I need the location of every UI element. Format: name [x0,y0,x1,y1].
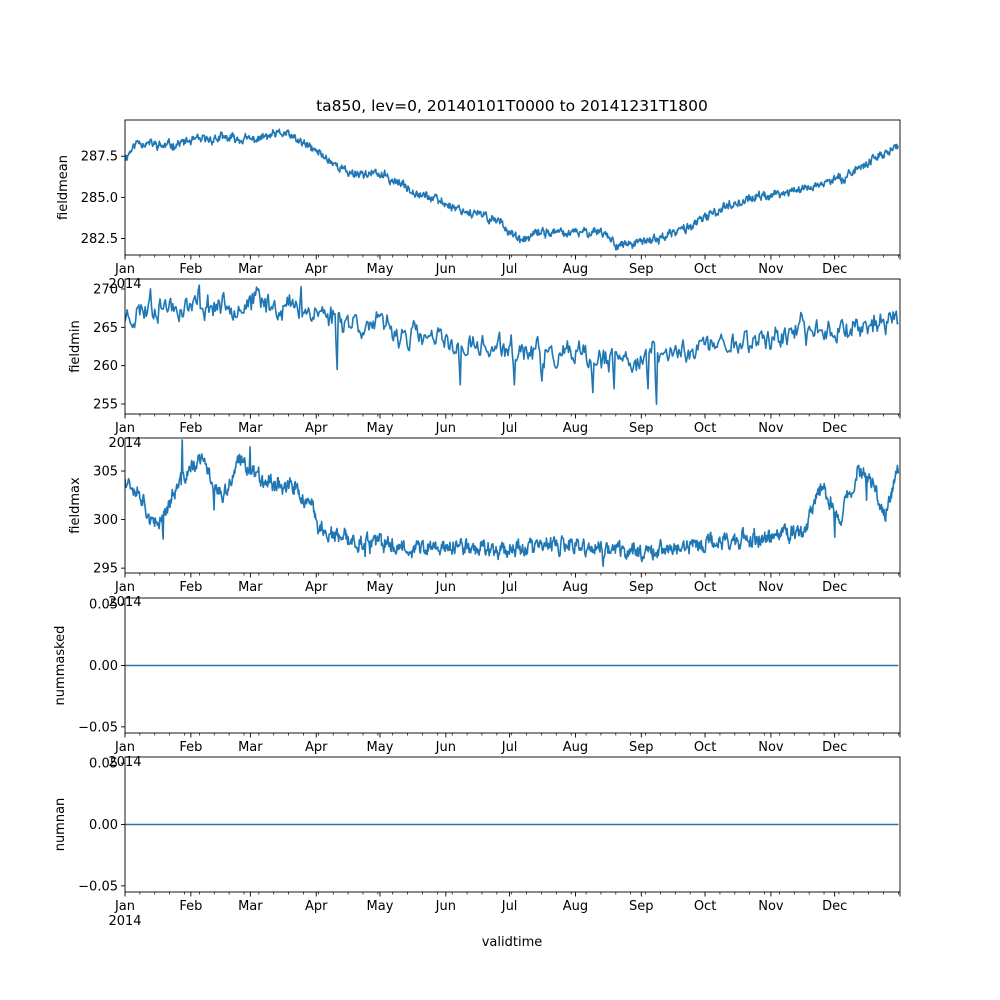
x-tick-label: Jan [114,580,135,595]
x-year-label: 2014 [108,914,141,929]
y-axis-label: fieldmean [56,155,71,220]
y-tick-label: 260 [93,359,118,374]
x-tick-label: Nov [758,899,784,914]
x-tick-label: Jun [435,421,456,436]
x-tick-label: Sep [629,899,654,914]
x-tick-label: Jul [501,262,518,277]
x-tick-label: Jul [501,740,518,755]
x-tick-label: Feb [179,262,202,277]
y-tick-label: 305 [93,465,118,480]
series-line-fieldmin [125,284,899,405]
x-tick-label: Mar [238,580,263,595]
x-tick-label: Jan [114,262,135,277]
x-tick-label: Dec [822,580,847,595]
x-tick-label: Mar [238,899,263,914]
y-axis-label: fieldmax [68,477,83,534]
y-axis-label: nummasked [53,626,68,706]
x-tick-label: Feb [179,740,202,755]
x-tick-label: Oct [694,262,716,277]
x-tick-label: Dec [822,262,847,277]
x-tick-label: Nov [758,740,784,755]
axes-frame-fieldmax [124,437,901,574]
x-tick-label: Oct [694,421,716,436]
x-tick-label: Jul [501,421,518,436]
x-tick-label: Aug [563,740,588,755]
subplot-fieldmin: 255 260 265 270 fieldmin Jan Feb Mar Apr May Jun Ju… [68,278,901,451]
subplots: 282.5 285.0 287.5 fieldmean Jan Feb Mar Apr May J… [53,119,901,929]
x-tick-label: Sep [629,262,654,277]
x-tick-label: Jun [435,899,456,914]
y-tick-label: 0.00 [89,659,118,674]
x-tick-label: Oct [694,580,716,595]
axes-frame-fieldmean [124,119,901,256]
x-tick-label: Jan [114,740,135,755]
x-tick-label: Feb [179,580,202,595]
y-tick-label: 0.05 [89,757,118,772]
y-tick-label: 255 [93,398,118,413]
x-tick-label: Apr [305,421,328,436]
x-tick-label: Aug [563,421,588,436]
chart-title: ta850, lev=0, 20140101T0000 to 20141231T… [316,97,708,115]
x-tick-label: Apr [305,580,328,595]
y-tick-label: −0.05 [78,720,118,735]
subplot-numnan: −0.05 0.00 0.05 numnan Jan Feb Mar Apr May Jun Jul… [53,756,901,929]
x-tick-label: Jun [435,740,456,755]
x-tick-label: May [367,740,394,755]
y-axis-label: fieldmin [68,320,83,373]
y-tick-label: 265 [93,321,118,336]
x-tick-label: Nov [758,580,784,595]
x-tick-label: Sep [629,580,654,595]
x-tick-label: Dec [822,421,847,436]
x-tick-label: Mar [238,740,263,755]
y-axis-label: numnan [53,798,68,852]
subplot-fieldmax: 295 300 305 fieldmax Jan Feb Mar Apr May Jun Jul Au… [68,437,901,610]
x-tick-label: Apr [305,740,328,755]
x-tick-label: Feb [179,899,202,914]
x-tick-label: Aug [563,899,588,914]
x-tick-label: Nov [758,421,784,436]
x-tick-label: Feb [179,421,202,436]
y-tick-label: 282.5 [81,232,118,247]
x-tick-label: Oct [694,899,716,914]
subplot-nummasked: −0.05 0.00 0.05 nummasked Jan Feb Mar Apr May Jun… [53,597,901,770]
series-line-fieldmean [125,128,900,251]
x-tick-label: May [367,899,394,914]
x-tick-label: Jun [435,580,456,595]
x-tick-label: Jan [114,421,135,436]
x-tick-label: Aug [563,262,588,277]
x-tick-label: Mar [238,262,263,277]
y-tick-label: 300 [93,513,118,528]
x-tick-label: Apr [305,899,328,914]
series-line-fieldmax [125,439,900,567]
x-tick-label: Jan [114,899,135,914]
x-tick-label: May [367,262,394,277]
x-tick-label: May [367,421,394,436]
x-tick-label: Apr [305,262,328,277]
y-tick-label: −0.05 [78,879,118,894]
x-tick-label: Sep [629,421,654,436]
y-tick-label: 295 [93,562,118,577]
x-tick-label: Jun [435,262,456,277]
x-tick-label: May [367,580,394,595]
x-tick-label: Dec [822,740,847,755]
x-tick-label: Dec [822,899,847,914]
y-tick-label: 0.05 [89,598,118,613]
x-tick-label: Mar [238,421,263,436]
y-tick-label: 285.0 [81,191,118,206]
y-tick-label: 270 [93,282,118,297]
x-tick-label: Sep [629,740,654,755]
x-tick-label: Jul [501,899,518,914]
x-axis-label: validtime [482,935,543,950]
y-tick-label: 287.5 [81,150,118,165]
x-tick-label: Oct [694,740,716,755]
axes-frame-fieldmin [124,278,901,415]
x-tick-label: Nov [758,262,784,277]
x-tick-label: Jul [501,580,518,595]
x-tick-label: Aug [563,580,588,595]
y-tick-label: 0.00 [89,818,118,833]
